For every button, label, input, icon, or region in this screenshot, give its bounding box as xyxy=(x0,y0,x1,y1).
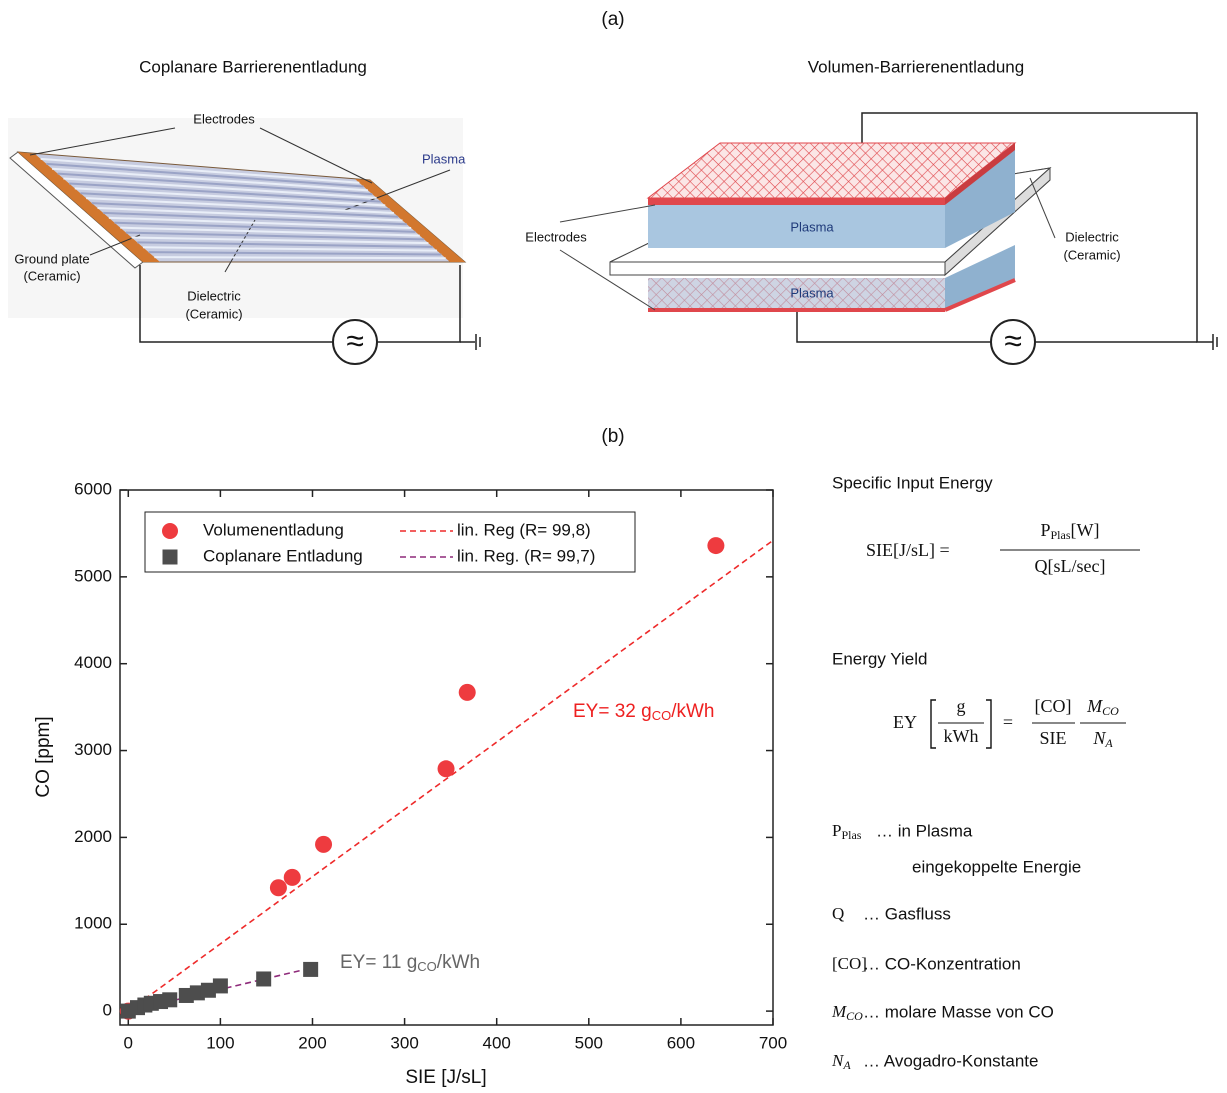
leader xyxy=(560,205,655,222)
point xyxy=(270,879,287,896)
x-tick-label: 300 xyxy=(390,1033,418,1052)
ac-symbol: ≈ xyxy=(1004,322,1022,358)
point xyxy=(213,978,228,993)
formula-num: [CO] xyxy=(1035,696,1072,716)
legend-label: Volumenentladung xyxy=(203,520,344,539)
x-tick-label: 600 xyxy=(667,1033,695,1052)
label: (Ceramic) xyxy=(1063,247,1120,262)
wire xyxy=(797,312,991,342)
label: Electrodes xyxy=(525,229,587,244)
symbol-desc: … Gasfluss xyxy=(863,904,951,923)
x-tick-label: 700 xyxy=(759,1033,787,1052)
formula-title: Energy Yield xyxy=(832,649,927,668)
symbol: NA xyxy=(831,1051,851,1072)
panel-label: (b) xyxy=(601,426,624,447)
x-tick-label: 500 xyxy=(575,1033,603,1052)
electrode xyxy=(648,198,945,205)
formula-den: NA xyxy=(1092,728,1113,750)
point xyxy=(438,760,455,777)
y-tick-label: 5000 xyxy=(74,566,112,585)
x-tick-label: 100 xyxy=(206,1033,234,1052)
legend-marker xyxy=(162,523,178,539)
y-tick-label: 6000 xyxy=(74,479,112,498)
formula-lhs: EY xyxy=(893,712,917,732)
formula-lhs: SIE[J/sL] = xyxy=(866,540,950,560)
symbol-desc: eingekoppelte Energie xyxy=(912,857,1081,876)
y-tick-label: 4000 xyxy=(74,653,112,672)
formula-den: SIE xyxy=(1040,728,1067,748)
figure: (a) (b) ≈ Coplanare Barrierenentladung E… xyxy=(0,0,1227,1093)
annotation: EY= 32 gCO/kWh xyxy=(573,701,714,723)
formula-num: g xyxy=(957,696,966,716)
formula-eq: = xyxy=(1003,712,1013,732)
symbol: MCO xyxy=(831,1002,863,1023)
label: Dielectric xyxy=(1065,229,1119,244)
formula-num: PPlas[W] xyxy=(1040,520,1099,542)
y-tick-label: 0 xyxy=(103,1001,112,1020)
stripe xyxy=(154,257,445,258)
legend-label: lin. Reg (R= 99,8) xyxy=(457,520,591,539)
annotation: EY= 11 gCO/kWh xyxy=(340,952,480,974)
x-tick-label: 200 xyxy=(298,1033,326,1052)
symbol-desc: … CO-Konzentration xyxy=(863,954,1021,973)
label: Plasma xyxy=(422,151,466,166)
label: (Ceramic) xyxy=(23,268,80,283)
formula-num: MCO xyxy=(1086,696,1119,718)
y-tick-label: 1000 xyxy=(74,914,112,933)
formula-den: kWh xyxy=(944,726,979,746)
formula-den: Q[sL/sec] xyxy=(1035,556,1106,576)
x-tick-label: 400 xyxy=(483,1033,511,1052)
point xyxy=(162,992,177,1007)
y-tick-label: 2000 xyxy=(74,827,112,846)
symbol: PPlas xyxy=(832,821,862,842)
symbol-desc: … in Plasma xyxy=(876,821,973,840)
diagram-title: Coplanare Barrierenentladung xyxy=(139,57,367,76)
point xyxy=(303,962,318,977)
label: Dielectric xyxy=(187,288,241,303)
label: Electrodes xyxy=(193,111,255,126)
diagram-title: Volumen-Barrierenentladung xyxy=(808,57,1024,76)
y-axis-label: CO [ppm] xyxy=(33,716,54,797)
point xyxy=(459,684,476,701)
label: Plasma xyxy=(790,285,834,300)
point xyxy=(256,971,271,986)
point xyxy=(284,869,301,886)
label: Ground plate xyxy=(14,251,89,266)
legend-label: Coplanare Entladung xyxy=(203,546,363,565)
symbol: Q xyxy=(832,904,844,923)
ac-symbol: ≈ xyxy=(346,322,364,358)
y-tick-label: 3000 xyxy=(74,740,112,759)
legend-marker xyxy=(163,550,178,565)
formula-title: Specific Input Energy xyxy=(832,473,993,492)
x-tick-label: 0 xyxy=(124,1033,133,1052)
point xyxy=(315,836,332,853)
symbol-desc: … Avogadro-Konstante xyxy=(863,1051,1038,1070)
label: Plasma xyxy=(790,219,834,234)
point xyxy=(707,537,724,554)
x-axis-label: SIE [J/sL] xyxy=(405,1067,486,1088)
symbol: [CO] xyxy=(832,954,867,973)
legend-label: lin. Reg. (R= 99,7) xyxy=(457,546,595,565)
coplanar-diagram: ≈ Coplanare Barrierenentladung Electrode… xyxy=(8,57,480,364)
label: (Ceramic) xyxy=(185,306,242,321)
panel-label: (a) xyxy=(601,9,624,30)
symbol-desc: … molare Masse von CO xyxy=(863,1002,1054,1021)
volume-diagram: ≈ Volumen-Barrierenentladung Electrodes … xyxy=(525,57,1217,364)
